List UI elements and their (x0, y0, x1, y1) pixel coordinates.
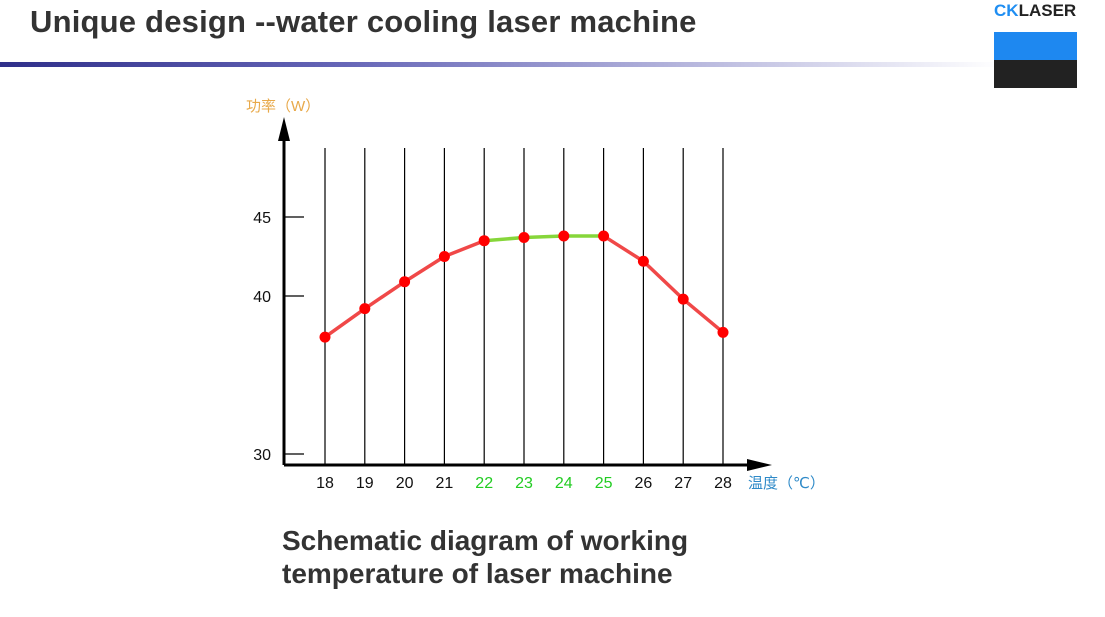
x-tick-label-27: 27 (674, 475, 692, 492)
x-tick-label-18: 18 (316, 475, 334, 492)
brand-logo-text: CKLASER (994, 1, 1076, 21)
x-tick-label-25: 25 (595, 475, 613, 492)
caption-line-1: Schematic diagram of working (282, 525, 689, 556)
data-point-19 (359, 303, 371, 315)
title-underline (0, 62, 1000, 67)
x-tick-label-28: 28 (714, 475, 732, 492)
brand-logo-block (994, 32, 1077, 88)
x-tick-label-20: 20 (396, 475, 414, 492)
x-axis-title: 温度（℃） (748, 475, 825, 492)
data-point-25 (598, 230, 610, 242)
y-tick-label-45: 45 (253, 210, 271, 227)
series-segment-22-23 (482, 235, 526, 243)
data-point-23 (518, 232, 530, 244)
y-axis-arrow-icon (278, 117, 290, 141)
y-tick-label-30: 30 (253, 447, 271, 464)
series-segment-18-19 (323, 306, 367, 339)
data-point-26 (637, 255, 649, 267)
x-tick-label-26: 26 (635, 475, 653, 492)
data-point-24 (558, 230, 570, 242)
series-segment-26-27 (641, 259, 685, 301)
chart-caption: Schematic diagram of working temperature… (282, 524, 802, 590)
series-segment-20-21 (402, 254, 447, 284)
caption-line-2: temperature of laser machine (282, 558, 673, 589)
x-tick-label-19: 19 (356, 475, 374, 492)
series-segment-21-22 (442, 238, 486, 259)
series-segment-23-24 (522, 234, 566, 240)
x-tick-label-21: 21 (436, 475, 454, 492)
y-tick-label-40: 40 (253, 289, 271, 306)
brand-logo-rest: LASER (1018, 1, 1077, 20)
y-axis-title: 功率（W） (246, 98, 320, 115)
data-point-27 (677, 293, 689, 305)
x-tick-label-22: 22 (475, 475, 493, 492)
data-point-22 (478, 235, 490, 247)
series-segment-19-20 (363, 280, 407, 311)
brand-logo-accent: CK (994, 1, 1019, 20)
data-point-21 (438, 251, 450, 262)
series-segment-25-26 (601, 234, 646, 263)
data-point-28 (717, 326, 729, 338)
series-segment-27-28 (681, 297, 725, 335)
data-point-18 (319, 331, 331, 343)
x-axis-arrow-icon (747, 459, 772, 471)
slide-title: Unique design --water cooling laser mach… (30, 4, 697, 39)
x-tick-label-23: 23 (515, 475, 533, 492)
data-point-20 (399, 276, 411, 288)
brand-logo-blue-bar (994, 32, 1077, 60)
x-tick-label-24: 24 (555, 475, 573, 492)
brand-logo-dark-bar (994, 60, 1077, 88)
